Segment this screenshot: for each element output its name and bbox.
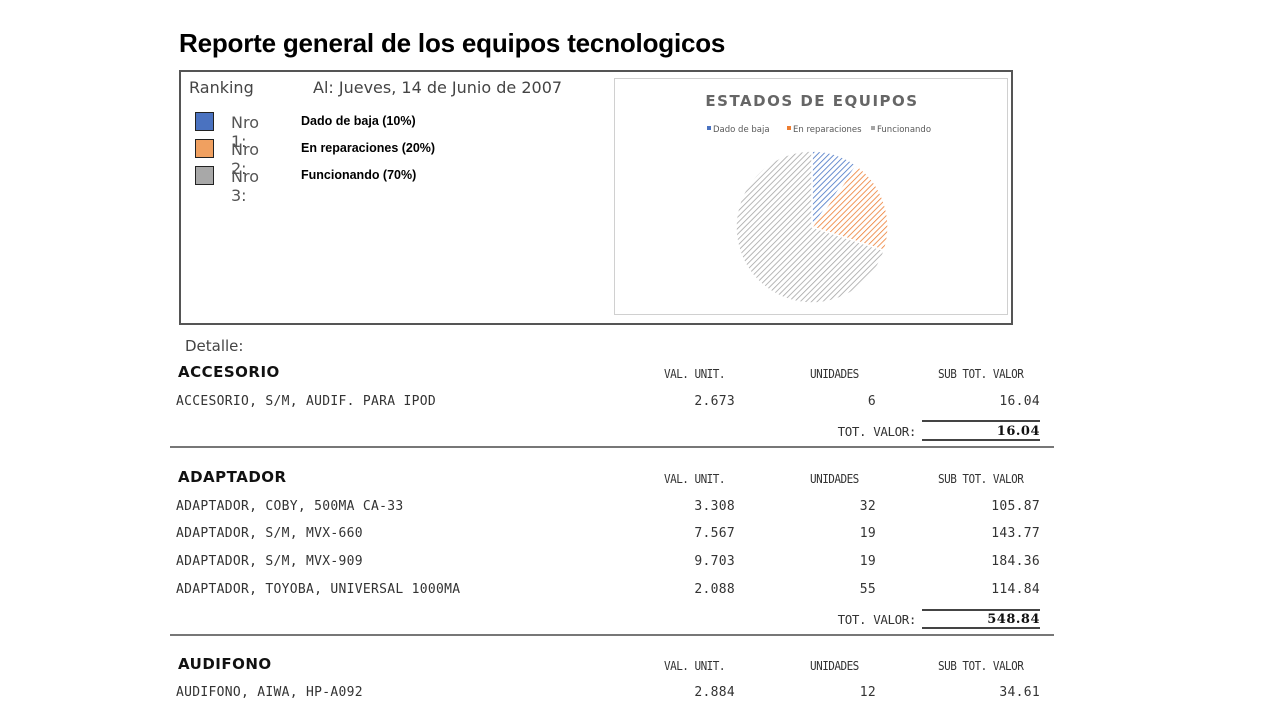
ranking-swatch-orange (195, 139, 214, 158)
detail-label: Detalle: (185, 337, 244, 355)
legend-marker (871, 126, 875, 130)
item-unit-value: 7.567 (694, 526, 735, 541)
ranking-text: En reparaciones (20%) (301, 141, 436, 155)
column-header-val-unit: VAL. UNIT. (664, 471, 725, 486)
item-units: 12 (859, 685, 876, 700)
item-subtotal: 16.04 (999, 394, 1040, 409)
section-divider (170, 634, 1054, 636)
item-unit-value: 2.673 (694, 394, 735, 409)
item-description: ACCESORIO, S/M, AUDIF. PARA IPOD (176, 394, 437, 409)
legend-label: En reparaciones (793, 125, 862, 135)
pie-slice-funcionando (735, 150, 886, 304)
chart-legend: Dado de baja En reparaciones Funcionando (707, 125, 931, 135)
ranking-swatch-blue (195, 112, 214, 131)
total-label: TOT. VALOR: (837, 424, 917, 439)
item-unit-value: 9.703 (694, 554, 735, 569)
table-row: ADAPTADOR, TOYOBA, UNIVERSAL 1000MA 2.08… (170, 582, 1054, 602)
chart-title: ESTADOS DE EQUIPOS (705, 92, 918, 110)
item-description: AUDIFONO, AIWA, HP-A092 (176, 685, 363, 700)
item-description: ADAPTADOR, S/M, MVX-660 (176, 526, 363, 541)
table-row: ADAPTADOR, S/M, MVX-909 9.703 19 184.36 (170, 554, 1054, 574)
pie-chart: ESTADOS DE EQUIPOS Dado de baja En repara… (705, 92, 931, 304)
section-accesorio: ACCESORIO VAL. UNIT. UNIDADES SUB TOT. V… (170, 363, 1054, 453)
ranking-date: Al: Jueves, 14 de Junio de 2007 (313, 78, 563, 97)
item-unit-value: 2.884 (694, 685, 735, 700)
page-title: Reporte general de los equipos tecnologi… (179, 28, 726, 58)
pie-slice-en-reparaciones (810, 164, 889, 252)
item-unit-value: 3.308 (694, 499, 735, 514)
total-rule (922, 609, 1040, 611)
item-units: 6 (867, 394, 876, 409)
item-units: 19 (859, 526, 876, 541)
item-units: 55 (859, 582, 876, 597)
column-header-val-unit: VAL. UNIT. (664, 366, 725, 381)
table-row: ACCESORIO, S/M, AUDIF. PARA IPOD 2.673 6… (170, 394, 1054, 414)
item-subtotal: 143.77 (991, 526, 1040, 541)
section-adaptador: ADAPTADOR VAL. UNIT. UNIDADES SUB TOT. V… (170, 468, 1054, 643)
total-value: 548.84 (987, 612, 1040, 627)
item-description: ADAPTADOR, TOYOBA, UNIVERSAL 1000MA (176, 582, 461, 597)
item-subtotal: 184.36 (991, 554, 1040, 569)
pie-chart-panel: ESTADOS DE EQUIPOS Dado de baja En repara… (614, 78, 1008, 315)
legend-marker (707, 126, 711, 130)
ranking-text: Funcionando (70%) (301, 168, 417, 182)
column-header-unidades: UNIDADES (810, 658, 859, 673)
item-unit-value: 2.088 (694, 582, 735, 597)
column-header-val-unit: VAL. UNIT. (664, 658, 725, 673)
total-value: 16.04 (996, 424, 1040, 439)
ranking-nro: Nro 3: (231, 167, 259, 205)
section-title: ACCESORIO (178, 363, 280, 381)
item-units: 32 (859, 499, 876, 514)
table-row: ADAPTADOR, S/M, MVX-660 7.567 19 143.77 (170, 526, 1054, 546)
total-label: TOT. VALOR: (837, 612, 917, 627)
ranking-label: Ranking (189, 78, 254, 97)
ranking-nro: Nro 2: (231, 140, 259, 178)
item-subtotal: 34.61 (999, 685, 1040, 700)
column-header-sub-total: SUB TOT. VALOR (938, 471, 1024, 486)
legend-label: Funcionando (877, 125, 931, 135)
section-title: ADAPTADOR (178, 468, 287, 486)
item-subtotal: 114.84 (991, 582, 1040, 597)
table-row: AUDIFONO, AIWA, HP-A092 2.884 12 34.61 (170, 685, 1054, 705)
total-underline (922, 627, 1040, 629)
column-header-sub-total: SUB TOT. VALOR (938, 658, 1024, 673)
ranking-swatch-gray (195, 166, 214, 185)
total-rule (922, 420, 1040, 422)
legend-marker (787, 126, 791, 130)
legend-label: Dado de baja (713, 125, 770, 135)
section-audifono: AUDIFONO VAL. UNIT. UNIDADES SUB TOT. VA… (170, 655, 1054, 715)
item-description: ADAPTADOR, COBY, 500MA CA-33 (176, 499, 404, 514)
total-underline (922, 439, 1040, 441)
item-description: ADAPTADOR, S/M, MVX-909 (176, 554, 363, 569)
column-header-unidades: UNIDADES (810, 366, 859, 381)
section-divider (170, 446, 1054, 448)
pie-slices (735, 150, 889, 304)
ranking-nro: Nro 1: (231, 113, 259, 151)
section-title: AUDIFONO (178, 655, 272, 673)
ranking-text: Dado de baja (10%) (301, 114, 416, 128)
column-header-sub-total: SUB TOT. VALOR (938, 366, 1024, 381)
item-subtotal: 105.87 (991, 499, 1040, 514)
column-header-unidades: UNIDADES (810, 471, 859, 486)
item-units: 19 (859, 554, 876, 569)
table-row: ADAPTADOR, COBY, 500MA CA-33 3.308 32 10… (170, 499, 1054, 519)
